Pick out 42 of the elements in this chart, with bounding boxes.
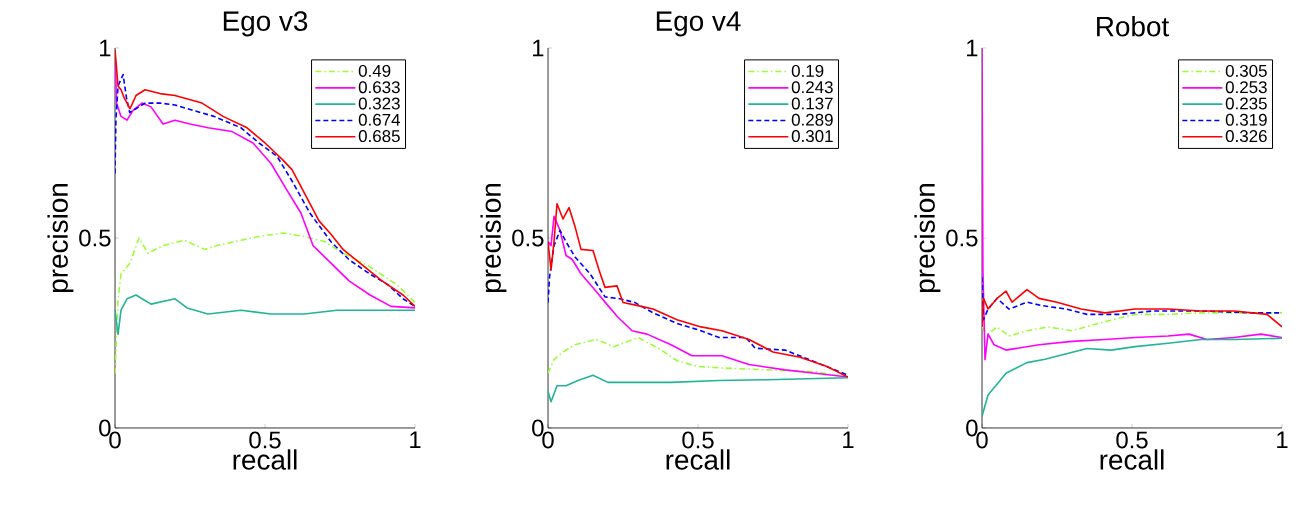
y-axis-title: precision bbox=[47, 184, 74, 293]
x-tick-label: 0.5 bbox=[249, 431, 281, 449]
y-tick-label: 0 bbox=[966, 419, 978, 437]
x-tick-label: 0.5 bbox=[682, 431, 714, 449]
y-tick-label: 1 bbox=[533, 39, 544, 57]
legend-label: 0.301 bbox=[791, 130, 833, 143]
x-tick-label: 0.5 bbox=[1116, 431, 1148, 449]
legend-label: 0.49 bbox=[358, 64, 391, 77]
y-tick-label: 0.5 bbox=[79, 229, 111, 247]
x-axis-title: recall bbox=[233, 449, 297, 470]
legend-label: 0.633 bbox=[358, 81, 400, 94]
legend-label: 0.253 bbox=[1225, 81, 1267, 94]
y-tick-label: 1 bbox=[967, 39, 978, 57]
y-axis-title: precision bbox=[480, 184, 507, 293]
x-axis-title: recall bbox=[1100, 449, 1164, 470]
y-tick-label: 1 bbox=[100, 39, 111, 57]
legend-label: 0.289 bbox=[791, 113, 833, 126]
legend-label: 0.235 bbox=[1225, 97, 1267, 110]
legend-label: 0.19 bbox=[791, 64, 824, 77]
legend-label: 0.305 bbox=[1225, 64, 1267, 77]
legend-label: 0.319 bbox=[1225, 113, 1267, 126]
y-tick-label: 0.5 bbox=[512, 229, 544, 247]
y-tick-label: 0.5 bbox=[946, 229, 978, 247]
chart-title: Robot bbox=[1097, 16, 1170, 37]
y-axis-title: precision bbox=[914, 184, 941, 293]
legend-label: 0.137 bbox=[791, 97, 833, 110]
y-tick-label: 0 bbox=[532, 419, 544, 437]
line-series bbox=[115, 232, 416, 375]
legend-label: 0.685 bbox=[358, 130, 400, 143]
x-tick-label: 1 bbox=[410, 431, 421, 448]
x-axis-title: recall bbox=[666, 449, 730, 470]
line-series bbox=[982, 288, 1283, 328]
chart-title: Ego v4 bbox=[656, 11, 741, 37]
chart-title: Ego v3 bbox=[223, 11, 308, 37]
x-tick-label: 1 bbox=[1277, 431, 1288, 448]
x-tick-label: 1 bbox=[843, 431, 854, 448]
legend-label: 0.243 bbox=[791, 81, 833, 94]
legend-label: 0.323 bbox=[358, 97, 400, 110]
legend-label: 0.326 bbox=[1225, 130, 1267, 143]
legend-label: 0.674 bbox=[358, 113, 401, 126]
y-tick-label: 0 bbox=[99, 419, 111, 437]
line-series bbox=[982, 47, 1283, 361]
